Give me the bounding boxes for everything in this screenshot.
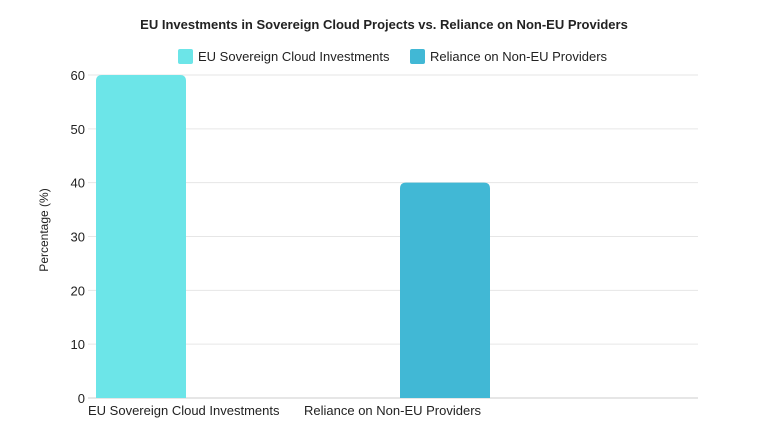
legend-item-eu-sovereign[interactable]: EU Sovereign Cloud Investments [178,49,389,64]
bar [96,75,186,398]
bar [400,182,490,398]
chart-title: EU Investments in Sovereign Cloud Projec… [140,17,628,32]
legend-swatch [410,49,425,64]
y-tick-label: 40 [71,176,85,191]
y-tick-label: 50 [71,122,85,137]
x-tick-label: EU Sovereign Cloud Investments [88,403,280,418]
y-tick-label: 30 [71,230,85,245]
y-tick-label: 10 [71,337,85,352]
x-tick-label: Reliance on Non-EU Providers [304,403,482,418]
legend-swatch [178,49,193,64]
y-tick-label: 60 [71,68,85,83]
legend-label: EU Sovereign Cloud Investments [198,49,390,64]
legend-label: Reliance on Non-EU Providers [430,49,608,64]
legend-item-non-eu[interactable]: Reliance on Non-EU Providers [410,49,607,64]
y-tick-label: 0 [78,391,85,406]
y-tick-label: 20 [71,283,85,298]
